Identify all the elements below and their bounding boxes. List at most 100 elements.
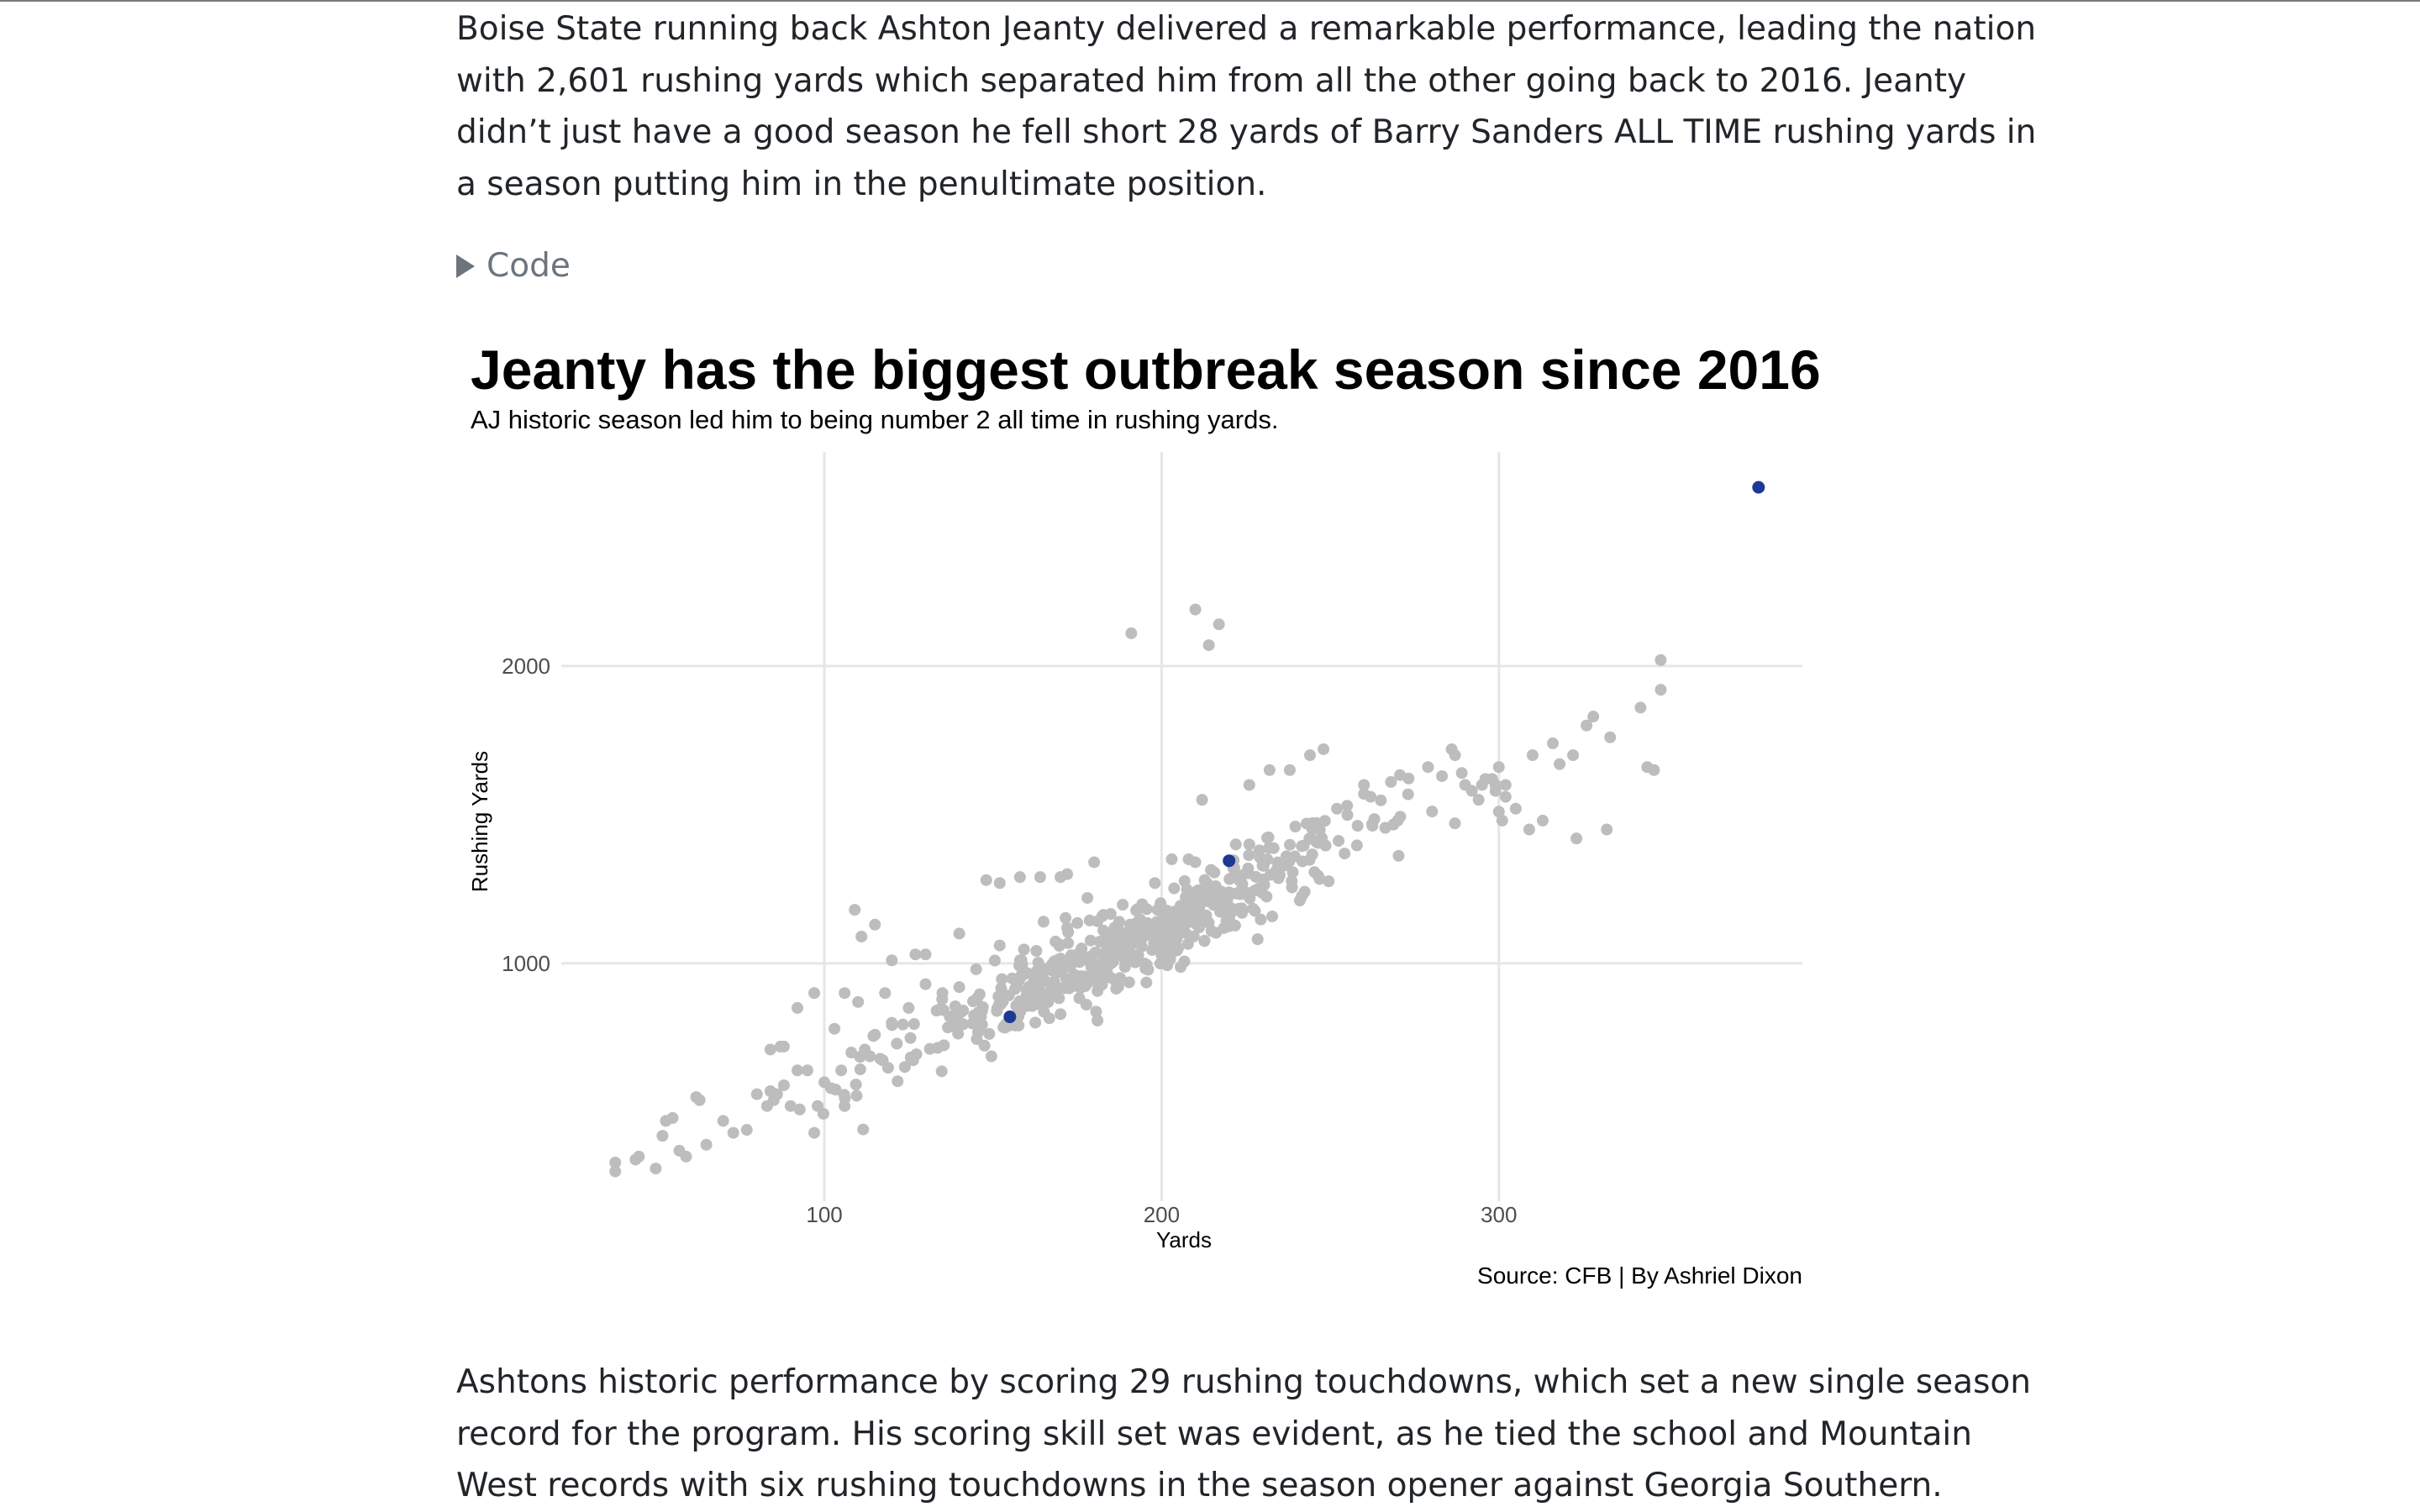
- data-point: [1270, 864, 1282, 877]
- data-point: [1013, 1019, 1025, 1032]
- y-axis-label: Rushing Yards: [467, 751, 492, 892]
- data-point: [1266, 910, 1279, 922]
- data-point: [1256, 859, 1269, 872]
- data-point: [1044, 964, 1057, 977]
- data-point: [881, 1062, 894, 1074]
- data-point: [1189, 917, 1202, 930]
- data-point: [812, 1100, 824, 1112]
- data-point: [902, 1001, 915, 1014]
- disclosure-triangle-icon[interactable]: [456, 254, 475, 278]
- x-tick-label: 100: [806, 1202, 842, 1227]
- code-fold-toggle[interactable]: Code: [456, 247, 571, 285]
- data-point: [1297, 839, 1310, 852]
- data-point: [1499, 779, 1512, 791]
- data-point: [609, 1165, 622, 1178]
- data-point: [970, 963, 982, 975]
- intro-paragraph: Boise State running back Ashton Jeanty d…: [456, 10, 2037, 203]
- data-point: [988, 954, 1001, 967]
- article-body-2: Ashtons historic performance by scoring …: [456, 1357, 2053, 1512]
- data-point: [919, 948, 932, 961]
- data-point: [1301, 817, 1313, 830]
- data-point: [1445, 743, 1458, 755]
- data-point: [1055, 1008, 1067, 1021]
- data-point: [1601, 823, 1613, 836]
- data-point: [825, 1082, 838, 1095]
- data-point: [1209, 880, 1222, 893]
- data-point: [609, 1156, 622, 1168]
- data-point: [1198, 934, 1211, 947]
- data-point: [1181, 908, 1194, 921]
- data-point: [953, 981, 965, 994]
- data-point: [891, 1037, 903, 1050]
- data-point: [930, 1005, 943, 1017]
- data-point: [1006, 972, 1018, 984]
- data-point: [908, 1018, 920, 1031]
- data-point: [1163, 908, 1176, 921]
- data-point: [1092, 971, 1104, 984]
- data-point: [886, 1016, 898, 1029]
- data-point: [1283, 764, 1296, 776]
- data-point: [1323, 875, 1335, 888]
- data-point: [764, 1043, 776, 1056]
- data-point: [1071, 916, 1084, 929]
- data-point: [1043, 1012, 1055, 1025]
- data-point: [1183, 895, 1196, 908]
- data-point: [1263, 764, 1276, 776]
- data-point: [1489, 785, 1502, 797]
- data-point: [869, 1028, 881, 1041]
- data-point: [1286, 866, 1299, 879]
- data-point: [1123, 976, 1135, 989]
- data-point: [1286, 874, 1298, 887]
- data-point: [855, 930, 868, 942]
- data-point: [1244, 892, 1256, 905]
- data-point: [1078, 978, 1091, 990]
- data-point: [1570, 832, 1583, 845]
- data-point: [1331, 802, 1344, 815]
- data-point: [1243, 849, 1255, 862]
- data-point: [1205, 864, 1218, 876]
- data-point: [1243, 779, 1255, 791]
- data-point: [1146, 943, 1159, 956]
- followup-paragraph: Ashtons historic performance by scoring …: [456, 1363, 2031, 1504]
- data-point: [1152, 917, 1165, 930]
- data-point: [1455, 767, 1468, 780]
- data-point: [1257, 873, 1270, 885]
- data-point: [907, 1054, 919, 1067]
- data-point: [1402, 788, 1414, 801]
- data-point: [1280, 850, 1292, 863]
- data-point: [791, 1001, 803, 1014]
- data-point: [1182, 853, 1195, 865]
- data-point: [1255, 913, 1267, 926]
- data-point: [1422, 761, 1434, 774]
- chart-title: Jeanty has the biggest outbreak season s…: [471, 339, 1821, 401]
- data-point: [835, 1064, 848, 1077]
- data-point: [1117, 899, 1129, 911]
- data-point: [1267, 842, 1280, 854]
- data-point: [793, 1103, 806, 1116]
- data-point: [1189, 603, 1202, 616]
- data-point: [771, 1088, 783, 1100]
- data-point: [1061, 921, 1074, 934]
- highlight-point: [1003, 1011, 1017, 1024]
- data-point: [1196, 794, 1208, 806]
- data-point: [777, 1040, 790, 1053]
- data-point: [1314, 835, 1327, 848]
- data-point: [1037, 916, 1050, 928]
- data-point: [1567, 749, 1580, 762]
- data-point: [693, 1094, 706, 1106]
- data-point: [1526, 749, 1539, 762]
- data-point: [1140, 976, 1153, 989]
- data-point: [993, 877, 1006, 890]
- data-point: [1392, 814, 1404, 827]
- data-point: [1134, 913, 1146, 926]
- data-point: [650, 1163, 662, 1175]
- data-point: [1604, 731, 1617, 743]
- data-point: [1213, 618, 1225, 631]
- data-point: [1368, 813, 1381, 826]
- data-point: [1318, 743, 1330, 755]
- data-point: [1289, 821, 1302, 833]
- data-point: [1253, 882, 1265, 895]
- data-point: [666, 1111, 679, 1124]
- code-toggle-label[interactable]: Code: [487, 247, 571, 285]
- data-point: [1161, 959, 1174, 972]
